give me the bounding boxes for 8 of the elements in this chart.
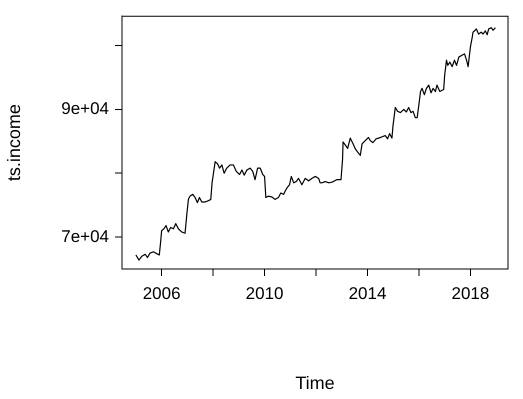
x-tick-label: 2006 [142,284,181,303]
x-tick-label: 2018 [452,284,490,303]
y-tick-label: 7e+04 [61,226,109,246]
x-tick-label: 2010 [246,284,284,303]
y-tick-label: 9e+04 [61,99,109,118]
x-axis-title: Time [295,373,335,394]
x-tick-label: 2014 [348,284,386,303]
y-axis-title: ts.income [4,104,24,182]
